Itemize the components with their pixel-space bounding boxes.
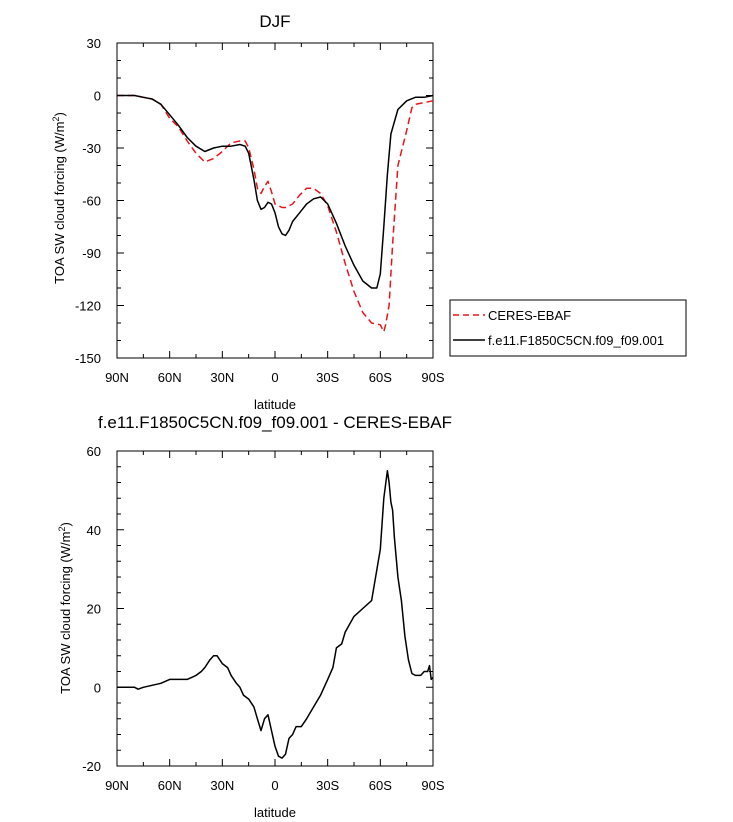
x-tick-label: 30N bbox=[210, 778, 234, 793]
y-axis-label: TOA SW cloud forcing (W/m2) bbox=[57, 522, 73, 694]
chart-title: DJF bbox=[259, 12, 290, 31]
chart-title: f.e11.F1850C5CN.f09_f09.001 - CERES-EBAF bbox=[98, 413, 452, 432]
x-tick-label: 60S bbox=[369, 370, 392, 385]
x-tick-label: 90N bbox=[105, 778, 129, 793]
y-tick-label: -30 bbox=[82, 141, 101, 156]
x-tick-label: 30S bbox=[316, 370, 339, 385]
x-tick-label: 0 bbox=[271, 370, 278, 385]
x-tick-label: 60N bbox=[158, 778, 182, 793]
x-tick-label: 30N bbox=[210, 370, 234, 385]
series-line-difference bbox=[117, 469, 434, 759]
y-tick-label: -60 bbox=[82, 194, 101, 209]
legend-label-ceres-ebaf: CERES-EBAF bbox=[488, 308, 571, 323]
x-tick-label: 90N bbox=[105, 370, 129, 385]
x-axis-label: latitude bbox=[254, 397, 296, 412]
y-tick-label: 0 bbox=[94, 680, 101, 695]
legend: CERES-EBAF f.e11.F1850C5CN.f09_f09.001 bbox=[449, 299, 687, 357]
chart-djf: DJF TOA SW cloud forcing (W/m2) latitude… bbox=[51, 12, 687, 412]
y-tick-label: 0 bbox=[94, 89, 101, 104]
y-tick-label: 20 bbox=[87, 602, 101, 617]
x-tick-label: 60S bbox=[369, 778, 392, 793]
y-tick-label: -90 bbox=[82, 246, 101, 261]
x-tick-label: 90S bbox=[421, 778, 444, 793]
y-tick-label: -150 bbox=[75, 351, 101, 366]
y-tick-label: 40 bbox=[87, 523, 101, 538]
series-line-ceres-ebaf bbox=[117, 94, 434, 333]
x-tick-label: 30S bbox=[316, 778, 339, 793]
x-tick-label: 90S bbox=[421, 370, 444, 385]
chart-difference: f.e11.F1850C5CN.f09_f09.001 - CERES-EBAF… bbox=[57, 413, 452, 820]
x-tick-label: 0 bbox=[271, 778, 278, 793]
y-tick-label: -20 bbox=[82, 759, 101, 774]
legend-label-model: f.e11.F1850C5CN.f09_f09.001 bbox=[488, 333, 664, 348]
legend-box bbox=[449, 299, 687, 357]
plot-frame bbox=[116, 450, 434, 767]
y-axis-label: TOA SW cloud forcing (W/m2) bbox=[51, 112, 67, 284]
y-tick-label: 30 bbox=[87, 36, 101, 51]
x-axis-label: latitude bbox=[254, 805, 296, 820]
y-tick-label: 60 bbox=[87, 444, 101, 459]
x-tick-label: 60N bbox=[158, 370, 182, 385]
series-line-f-e11-f1850c5cn-f09-f09-001 bbox=[117, 94, 434, 289]
y-tick-label: -120 bbox=[75, 299, 101, 314]
